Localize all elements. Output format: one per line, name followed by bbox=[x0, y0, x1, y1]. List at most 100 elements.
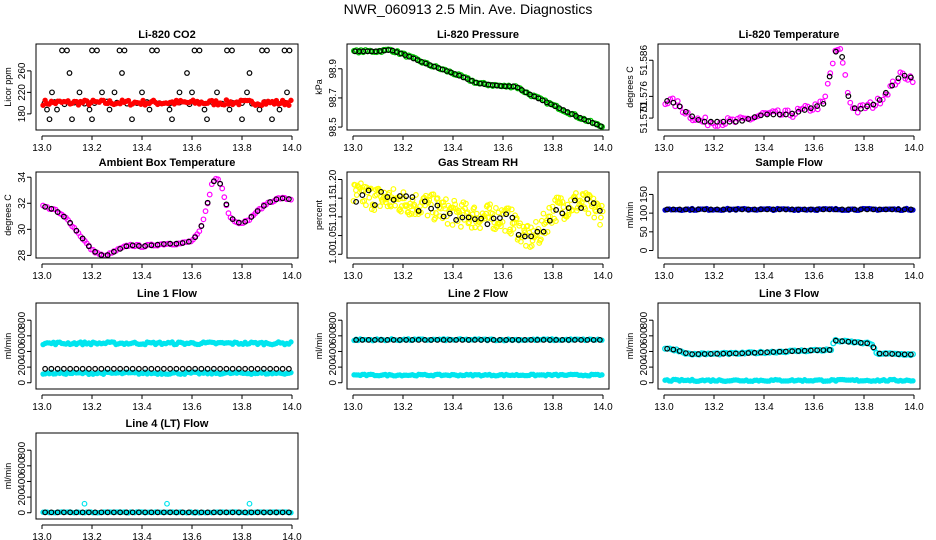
data-point bbox=[598, 123, 604, 130]
data-point bbox=[584, 337, 591, 343]
y-tick-label: 600 bbox=[17, 327, 28, 344]
panel-line4: Line 4 (LT) Flow 13.0 13.2 13.4 13.6 13.8 14.0… bbox=[3, 418, 302, 540]
data-point bbox=[578, 199, 585, 206]
data-point bbox=[198, 509, 205, 516]
data-point bbox=[403, 193, 410, 200]
data-point bbox=[79, 235, 86, 242]
data-point bbox=[854, 109, 861, 116]
data-point bbox=[546, 204, 553, 211]
data-point bbox=[695, 116, 702, 123]
data-point bbox=[196, 228, 203, 235]
data-point bbox=[142, 243, 149, 249]
data-point bbox=[901, 351, 908, 358]
data-point bbox=[48, 509, 55, 516]
data-point bbox=[366, 194, 373, 201]
data-point bbox=[864, 103, 871, 110]
data-point bbox=[909, 79, 916, 86]
data-point bbox=[359, 192, 366, 198]
x-tick-label: 13.8 bbox=[854, 271, 874, 282]
data-point bbox=[430, 191, 437, 198]
data-point bbox=[98, 365, 105, 372]
panel-licor_temp: Li-820 Temperature 13.0 13.2 13.4 13.6 13.8 14… bbox=[625, 29, 924, 154]
data-point bbox=[204, 365, 211, 372]
data-point bbox=[73, 509, 80, 516]
data-point bbox=[451, 197, 458, 204]
plot-area bbox=[40, 47, 294, 123]
data-point bbox=[246, 500, 253, 507]
x-tick-label: 13.6 bbox=[804, 271, 824, 282]
data-point bbox=[879, 96, 886, 103]
data-point bbox=[350, 198, 357, 204]
data-point bbox=[487, 201, 493, 208]
data-point bbox=[223, 365, 230, 372]
data-point bbox=[189, 89, 195, 96]
data-point bbox=[573, 207, 580, 214]
y-axis-label: ml/min bbox=[3, 463, 13, 490]
data-point bbox=[406, 211, 413, 218]
figure-title: NWR_060913 2.5 Min. Ave. Diagnostics bbox=[344, 1, 593, 17]
data-point bbox=[433, 210, 439, 216]
data-point bbox=[396, 337, 403, 343]
series-raw bbox=[662, 376, 916, 385]
data-point bbox=[440, 213, 447, 220]
data-point bbox=[490, 337, 497, 343]
data-point bbox=[559, 337, 566, 343]
x-tick-label: 13.2 bbox=[393, 402, 413, 413]
data-point bbox=[142, 509, 149, 516]
data-point bbox=[224, 47, 230, 54]
data-point bbox=[560, 204, 567, 211]
x-tick-label: 13.2 bbox=[704, 271, 724, 282]
data-point bbox=[857, 206, 864, 213]
data-point bbox=[269, 116, 275, 123]
data-point bbox=[185, 509, 192, 516]
x-tick-label: 13.2 bbox=[393, 143, 413, 154]
data-point bbox=[503, 211, 510, 218]
data-point bbox=[285, 365, 292, 372]
data-point bbox=[910, 378, 916, 384]
y-tick-label: 220 bbox=[17, 84, 28, 101]
data-point bbox=[198, 365, 205, 372]
data-point bbox=[198, 223, 205, 229]
x-tick-label: 14.0 bbox=[904, 143, 924, 154]
data-point bbox=[471, 204, 478, 211]
data-point bbox=[104, 509, 111, 516]
data-point bbox=[440, 337, 447, 343]
data-point bbox=[565, 211, 572, 218]
panel-pressure: Li-820 Pressure 13.0 13.2 13.4 13.6 13.8 14.0 9… bbox=[314, 29, 613, 154]
data-point bbox=[676, 103, 683, 110]
data-point bbox=[192, 365, 199, 372]
data-point bbox=[496, 215, 503, 222]
data-point bbox=[89, 47, 95, 54]
data-point bbox=[845, 93, 852, 99]
data-point bbox=[204, 509, 211, 516]
panel-line1: Line 1 Flow 13.0 13.2 13.4 13.6 13.8 14.0 0 2004… bbox=[3, 288, 302, 413]
data-point bbox=[837, 45, 844, 52]
y-axis-label: degrees C bbox=[3, 194, 13, 236]
data-point bbox=[223, 509, 230, 516]
data-point bbox=[664, 100, 671, 107]
y-tick-label: 51.586 bbox=[639, 45, 650, 76]
data-point bbox=[446, 337, 453, 343]
series-raw bbox=[662, 45, 916, 129]
data-point bbox=[285, 196, 292, 202]
data-point bbox=[140, 97, 146, 104]
y-tick-label: 1.20 bbox=[328, 169, 339, 189]
y-tick-label: 28 bbox=[17, 249, 28, 261]
data-point bbox=[392, 202, 398, 209]
data-point bbox=[217, 365, 224, 372]
x-tick-label: 13.2 bbox=[393, 271, 413, 282]
data-point bbox=[745, 350, 752, 356]
data-point bbox=[528, 337, 535, 343]
y-axis-label: degrees C bbox=[625, 66, 635, 108]
data-point bbox=[92, 248, 99, 255]
data-point bbox=[259, 47, 265, 54]
data-point bbox=[514, 84, 521, 91]
data-point bbox=[459, 337, 466, 343]
data-point bbox=[279, 97, 286, 104]
plot-frame bbox=[657, 302, 921, 390]
data-point bbox=[443, 213, 450, 220]
series-2-5-min-average bbox=[664, 337, 914, 358]
data-point bbox=[123, 243, 130, 250]
data-point bbox=[682, 206, 689, 213]
